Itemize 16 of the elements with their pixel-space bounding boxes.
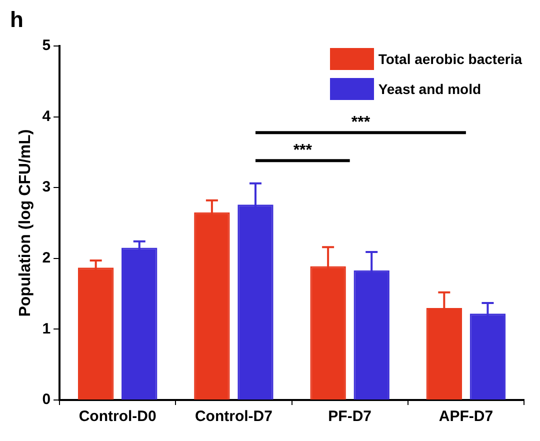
x-tick-label: APF-D7 [438, 408, 494, 426]
annotation: *** [351, 114, 371, 131]
y-tick-label: 3 [42, 178, 51, 196]
y-tick-label: 1 [42, 320, 51, 338]
text: h [10, 7, 24, 32]
legend-label: Yeast and mold [378, 81, 482, 97]
y-tick-label: 2 [42, 250, 51, 267]
y-tick-label: 4 [42, 108, 52, 125]
x-tick-label: Control-D7 [194, 408, 272, 426]
annotation: *** [293, 142, 313, 159]
y-tick-label: 0 [42, 391, 51, 408]
y-tick-label: 5 [42, 37, 51, 54]
legend-label: Total aerobic bacteria [378, 51, 522, 67]
y-axis-title: Population (log CFU/mL) [17, 129, 34, 317]
x-tick-label: PF-D7 [328, 408, 372, 426]
x-tick-label: Control-D0 [78, 408, 156, 426]
